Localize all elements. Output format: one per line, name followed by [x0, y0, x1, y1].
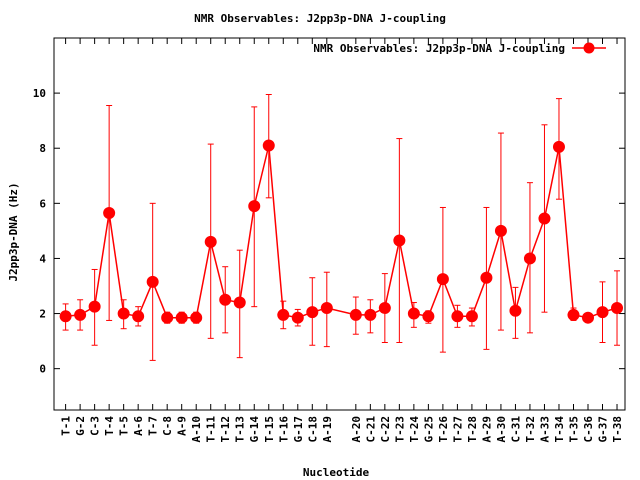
x-tick-label: T-32 — [524, 416, 537, 443]
data-point — [306, 306, 319, 319]
plot-frame — [53, 37, 626, 411]
data-point — [611, 302, 624, 315]
series-line — [65, 145, 618, 319]
x-tick-label: G-17 — [292, 416, 305, 443]
data-point — [494, 224, 507, 237]
x-tick-label: T-11 — [205, 416, 218, 443]
data-point — [204, 235, 217, 248]
data-point — [233, 296, 246, 309]
x-tick-label: C-21 — [364, 416, 377, 443]
x-tick-label: G-14 — [248, 416, 261, 443]
x-tick-label: T-34 — [553, 416, 566, 443]
data-point — [146, 275, 159, 288]
x-tick-label: A-10 — [190, 416, 203, 443]
data-point — [59, 310, 72, 323]
x-tick-label: T-35 — [567, 416, 580, 443]
data-point — [465, 310, 478, 323]
data-point — [219, 293, 232, 306]
x-tick-label: T-4 — [103, 416, 116, 436]
data-point — [596, 306, 609, 319]
x-tick-label: T-15 — [263, 416, 276, 443]
x-tick-label: C-8 — [161, 416, 174, 436]
data-point — [190, 311, 203, 324]
data-point — [451, 310, 464, 323]
data-point — [262, 139, 275, 152]
data-point — [132, 310, 145, 323]
data-point — [422, 310, 435, 323]
data-point — [407, 307, 420, 320]
data-point — [581, 311, 594, 324]
data-point — [291, 311, 304, 324]
y-tick-label: 2 — [39, 308, 46, 321]
x-tick-label: A-19 — [321, 416, 334, 443]
data-point — [277, 308, 290, 321]
x-tick-label: G-37 — [597, 416, 610, 443]
x-tick-label: G-2 — [74, 416, 87, 436]
legend: NMR Observables: J2pp3p-DNA J-coupling — [313, 42, 606, 55]
x-tick-label: A-20 — [350, 416, 363, 443]
y-tick-label: 6 — [39, 197, 46, 210]
x-tick-label: A-6 — [132, 416, 145, 436]
x-axis-label: Nucleotide — [303, 466, 370, 479]
x-tick-label: T-5 — [118, 416, 131, 436]
y-tick-label: 10 — [33, 87, 46, 100]
data-point — [509, 304, 522, 317]
data-point — [248, 200, 261, 213]
legend-marker — [583, 42, 595, 54]
x-tick-label: T-28 — [466, 416, 479, 443]
data-point — [175, 311, 188, 324]
x-tick-label: A-29 — [480, 416, 493, 443]
x-tick-label: A-30 — [495, 416, 508, 443]
x-tick-label: C-3 — [89, 416, 102, 436]
data-point — [567, 308, 580, 321]
y-tick-label: 4 — [39, 252, 46, 265]
data-point — [436, 273, 449, 286]
data-point — [349, 308, 362, 321]
data-point — [378, 302, 391, 315]
x-tick-label: A-33 — [538, 416, 551, 443]
x-tick-label: T-16 — [277, 416, 290, 443]
x-tick-label: C-31 — [509, 416, 522, 443]
x-tick-label: T-23 — [393, 416, 406, 443]
data-point — [364, 308, 377, 321]
x-tick-label: C-18 — [306, 416, 319, 443]
x-tick-label: T-12 — [219, 416, 232, 443]
x-tick-label: T-24 — [408, 416, 421, 443]
x-tick-label: T-26 — [437, 416, 450, 443]
x-tick-label: G-25 — [422, 416, 435, 443]
x-tick-label: T-27 — [451, 416, 464, 443]
data-point — [393, 234, 406, 247]
y-axis-label: J2pp3p-DNA (Hz) — [7, 182, 20, 281]
data-point — [117, 307, 130, 320]
y-tick-label: 0 — [39, 363, 46, 376]
chart-title: NMR Observables: J2pp3p-DNA J-coupling — [194, 12, 446, 25]
data-point — [74, 308, 87, 321]
x-tick-label: T-13 — [234, 416, 247, 443]
data-point — [523, 252, 536, 265]
data-point — [538, 212, 551, 225]
legend-label: NMR Observables: J2pp3p-DNA J-coupling — [313, 42, 565, 55]
data-point — [552, 140, 565, 153]
x-tick-label: T-1 — [60, 416, 73, 436]
data-point — [88, 300, 101, 313]
data-point — [480, 271, 493, 284]
data-point — [103, 206, 116, 219]
x-tick-label: A-9 — [176, 416, 189, 436]
y-tick-label: 8 — [39, 142, 46, 155]
x-tick-label: C-22 — [379, 416, 392, 443]
data-point — [320, 302, 333, 315]
x-tick-label: T-7 — [147, 416, 160, 436]
data-point — [161, 311, 174, 324]
x-tick-label: C-36 — [582, 416, 595, 443]
x-tick-label: T-38 — [611, 416, 624, 443]
